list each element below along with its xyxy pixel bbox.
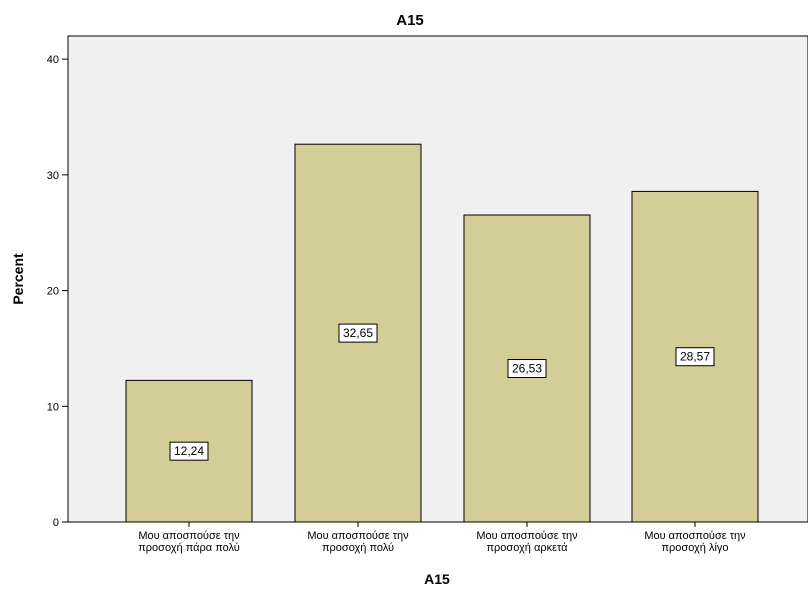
data-label-box-1 [338,323,378,343]
x-tick-label-2: Μου αποσπούσε την προσοχή αρκετά [476,530,578,554]
y-axis: 0 10 20 30 40 [47,54,68,529]
x-tick-label-1: Μου αποσπούσε την προσοχή πολύ [307,530,409,554]
y-tick-label-3: 30 [47,170,59,182]
bar-0 [125,379,253,523]
data-label-box-3 [675,347,715,367]
x-tick-label-0: Μου αποσπούσε την προσοχή πάρα πολύ [138,530,240,554]
data-label-1: 32,65 [343,326,373,340]
bars: 12,24 32,65 26,53 28,57 [125,143,759,523]
chart-title: A15 [396,12,424,29]
data-label-box-0 [169,441,209,461]
y-tick-label-0: 0 [53,517,59,529]
data-label-0: 12,24 [174,444,204,458]
data-label-2: 26,53 [512,362,542,376]
y-axis-title: Percent [10,253,26,305]
data-label-3: 28,57 [680,350,710,364]
y-tick-label-4: 40 [47,54,59,66]
y-tick-label-2: 20 [47,286,59,298]
x-axis: Μου αποσπούσε την προσοχή πάρα πολύ Μου απ… [138,522,746,554]
y-tick-label-1: 10 [47,401,59,413]
data-label-box-2 [507,359,547,379]
x-tick-label-3: Μου αποσπούσε την προσοχή λίγο [644,530,746,554]
x-axis-title: A15 [424,571,450,587]
